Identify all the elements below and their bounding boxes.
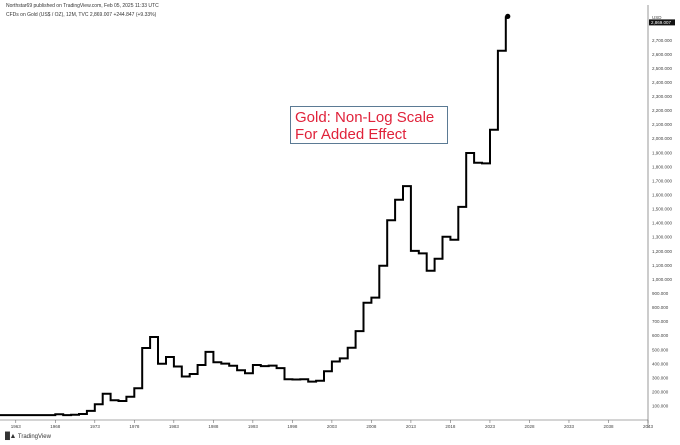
y-tick-label: 800.000 [652, 305, 669, 310]
y-tick-label: 1,100.000 [652, 263, 673, 268]
x-tick-label: 2033 [564, 424, 575, 429]
y-tick-label: 500.000 [652, 347, 669, 352]
x-axis: 1963 1968 1973 1978 1983 1988 1993 1998 2003 2008… [11, 420, 654, 429]
y-tick-label: 1,300.000 [652, 235, 673, 240]
y-tick-label: 2,000.000 [652, 136, 673, 141]
y-tick-label: 400.000 [652, 361, 669, 366]
price-tag: 2,869.007 [649, 19, 675, 26]
y-tick-label: 600.000 [652, 333, 669, 338]
price-series-line [0, 16, 507, 417]
y-tick-label: 2,600.000 [652, 52, 673, 57]
annotation-line-1: Gold: Non-Log Scale [295, 109, 435, 126]
x-tick-label: 2018 [445, 424, 456, 429]
x-tick-label: 2008 [366, 424, 377, 429]
x-tick-label: 1993 [248, 424, 259, 429]
x-tick-label: 1988 [208, 424, 219, 429]
tradingview-logo: █▲ TradingView [5, 433, 51, 440]
x-tick-label: 2003 [327, 424, 338, 429]
x-tick-label: 1998 [287, 424, 298, 429]
x-tick-label: 2038 [603, 424, 614, 429]
y-tick-label: 1,500.000 [652, 207, 673, 212]
y-tick-label: 2,500.000 [652, 66, 673, 71]
last-price-marker [505, 13, 511, 19]
x-tick-label: 2028 [524, 424, 535, 429]
publisher-line: Northstar69 published on TradingView.com… [6, 3, 159, 9]
x-tick-label: 1973 [90, 424, 101, 429]
y-tick-label: 1,900.000 [652, 150, 673, 155]
y-tick-label: 1,800.000 [652, 164, 673, 169]
annotation-box: Gold: Non-Log Scale For Added Effect [290, 106, 448, 144]
y-tick-label: 2,200.000 [652, 108, 673, 113]
y-tick-label: 1,200.000 [652, 249, 673, 254]
y-tick-label: 700.000 [652, 319, 669, 324]
x-tick-label: 2023 [485, 424, 496, 429]
y-tick-label: 300.000 [652, 375, 669, 380]
y-tick-label: 2,300.000 [652, 94, 673, 99]
tv-brand-text: TradingView [17, 433, 51, 440]
currency-label: USD [652, 15, 662, 20]
x-tick-label: 1968 [50, 424, 61, 429]
y-tick-label: 1,700.000 [652, 178, 673, 183]
x-tick-label: 1983 [169, 424, 180, 429]
annotation-line-2: For Added Effect [295, 126, 407, 143]
y-tick-label: 2,400.000 [652, 80, 673, 85]
y-tick-label: 1,000.000 [652, 277, 673, 282]
y-tick-label: 1,400.000 [652, 221, 673, 226]
y-tick-label: 2,700.000 [652, 38, 673, 43]
tv-logo-icon: █▲ [5, 433, 16, 440]
y-tick-label: 100.000 [652, 404, 669, 409]
x-tick-label: 1978 [129, 424, 140, 429]
y-tick-label: 2,100.000 [652, 122, 673, 127]
y-tick-label: 1,600.000 [652, 193, 673, 198]
y-axis: 100.000 200.000 300.000 400.000 500.000 600.0… [652, 38, 673, 409]
y-tick-label: 900.000 [652, 291, 669, 296]
symbol-legend[interactable]: CFDs on Gold (US$ / OZ), 12M, TVC 2,869.… [6, 12, 157, 18]
x-tick-label: 1963 [11, 424, 22, 429]
price-tag-text: 2,869.007 [651, 20, 672, 25]
y-tick-label: 200.000 [652, 389, 669, 394]
x-tick-label: 2013 [406, 424, 417, 429]
